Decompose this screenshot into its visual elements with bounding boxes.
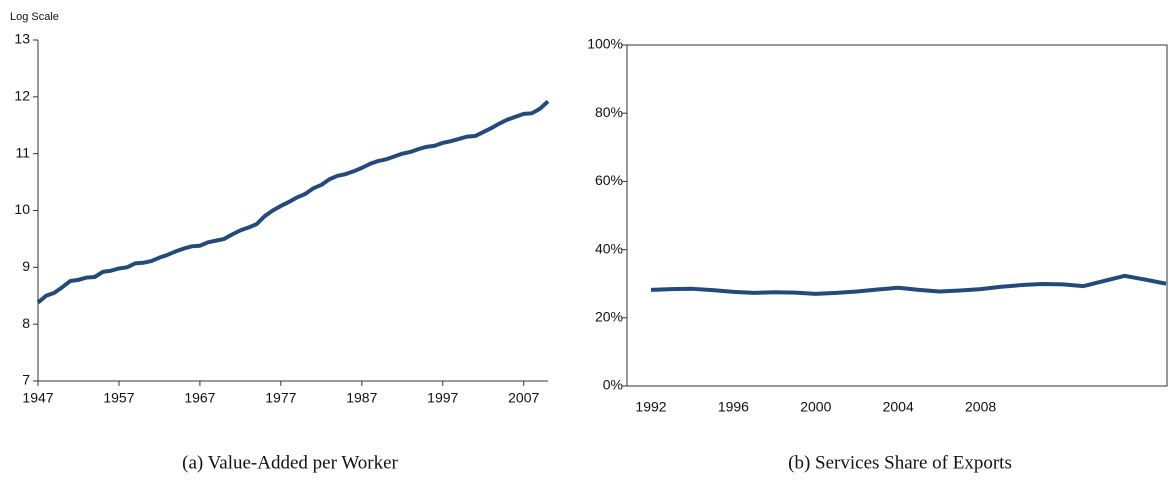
y-tick-label: 60% xyxy=(595,172,623,188)
x-tick-label: 2008 xyxy=(965,399,996,415)
y-tick-label: 9 xyxy=(22,258,30,274)
y-tick-label: 40% xyxy=(595,240,623,256)
y-axis-label: Log Scale xyxy=(10,11,59,23)
x-tick-label: 1957 xyxy=(103,390,134,406)
y-tick-label: 12 xyxy=(14,88,30,104)
y-tick-label: 10 xyxy=(14,201,30,217)
data-line xyxy=(650,273,1167,296)
x-tick-label: 1967 xyxy=(184,390,215,406)
y-tick-label: 20% xyxy=(595,309,623,325)
caption: (b) Services Share of Exports xyxy=(788,452,1012,473)
x-tick-label: 2000 xyxy=(800,399,831,415)
x-tick-label: 2004 xyxy=(883,399,914,415)
plot-frame xyxy=(626,44,1168,387)
x-tick-label: 1997 xyxy=(427,390,458,406)
y-tick-label: 100% xyxy=(587,36,623,52)
y-tick-label: 13 xyxy=(14,31,30,47)
x-tick-label: 2007 xyxy=(508,390,539,406)
x-tick-label: 1992 xyxy=(635,399,666,415)
x-tick-label: 1996 xyxy=(718,399,749,415)
y-tick-label: 8 xyxy=(22,315,30,331)
y-tick-label: 80% xyxy=(595,104,623,120)
y-tick-label: 7 xyxy=(22,372,30,388)
data-line xyxy=(36,99,550,305)
y-tick-label: 0% xyxy=(603,377,623,393)
x-tick-label: 1977 xyxy=(265,390,296,406)
x-tick-label: 1987 xyxy=(346,390,377,406)
caption: (a) Value-Added per Worker xyxy=(182,452,398,473)
y-tick-label: 11 xyxy=(15,144,30,160)
x-tick-label: 1947 xyxy=(22,390,53,406)
